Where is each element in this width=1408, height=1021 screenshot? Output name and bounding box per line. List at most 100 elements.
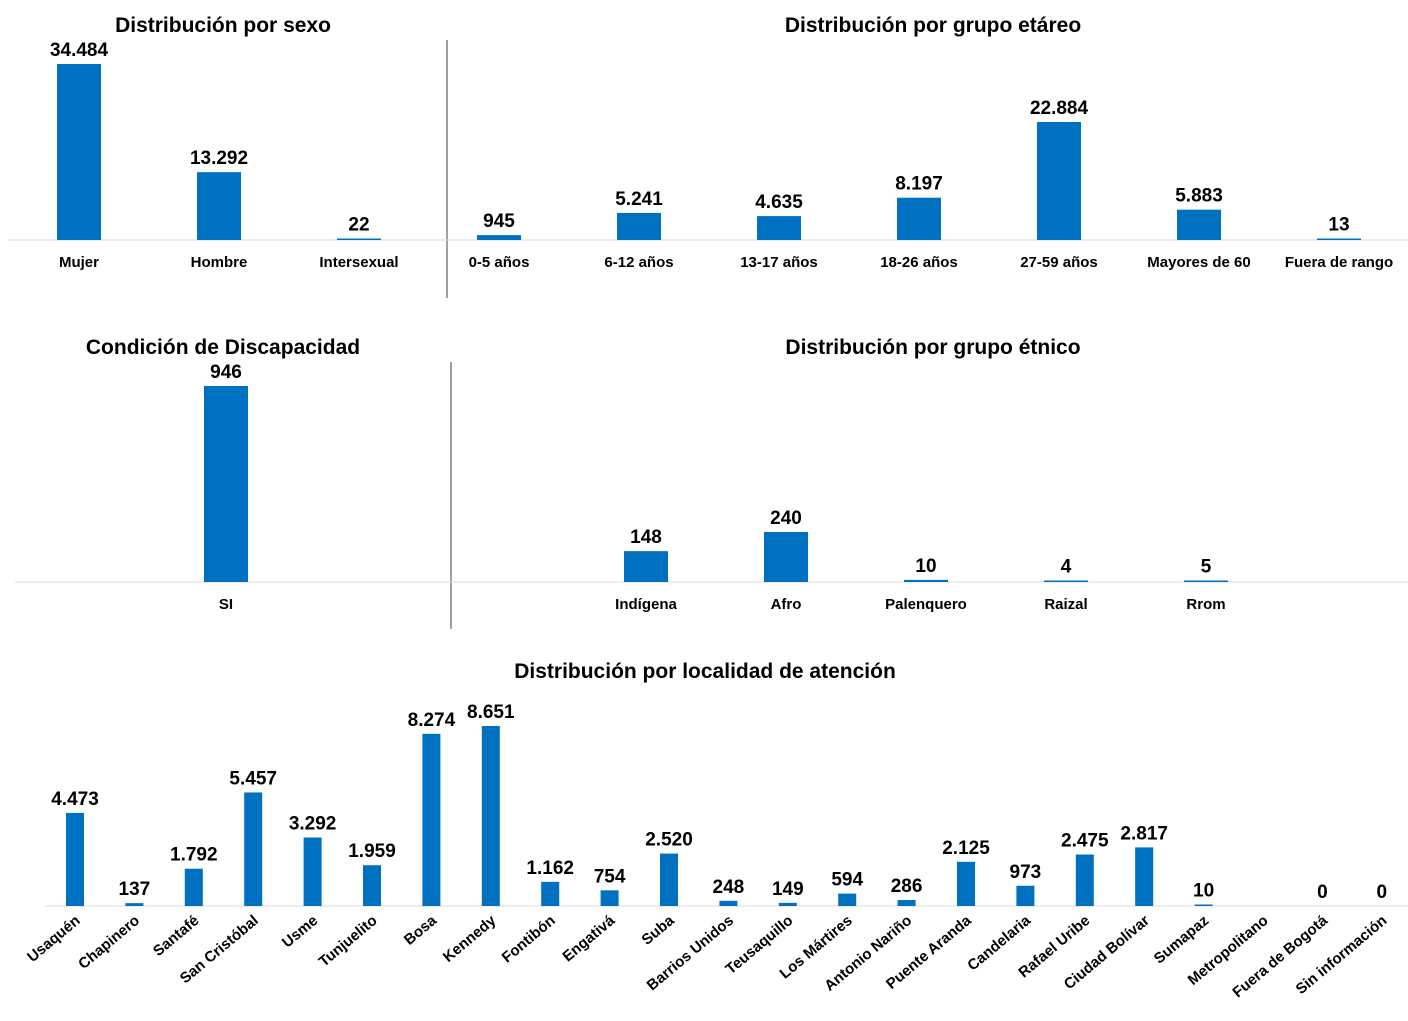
bar-locality-6 — [422, 733, 441, 906]
data-label-ethnic-0: 148 — [630, 527, 662, 548]
data-label-locality-2: 1.792 — [170, 845, 218, 866]
chart-title-disab: Condición de Discapacidad — [86, 336, 360, 359]
category-label-locality-2: Santafé — [150, 912, 202, 960]
bar-locality-7 — [481, 726, 500, 906]
category-label-locality-7: Kennedy — [440, 912, 500, 966]
bar-locality-3 — [244, 792, 263, 906]
category-label-ethnic-4: Rrom — [1186, 596, 1225, 613]
category-label-disab-0: SI — [219, 596, 233, 613]
bar-age-6 — [1317, 238, 1361, 240]
data-label-disab-0: 946 — [210, 362, 242, 383]
data-label-locality-21: 0 — [1317, 882, 1328, 903]
bar-locality-16 — [1016, 885, 1035, 906]
bar-ethnic-4 — [1184, 580, 1228, 582]
data-label-locality-1: 137 — [119, 879, 151, 900]
bar-locality-10 — [660, 853, 678, 906]
data-label-ethnic-3: 4 — [1061, 557, 1072, 578]
data-label-locality-18: 2.817 — [1120, 823, 1168, 844]
bar-locality-0 — [66, 812, 84, 906]
bar-ethnic-3 — [1044, 580, 1088, 582]
data-label-locality-4: 3.292 — [289, 814, 337, 835]
data-label-locality-11: 248 — [713, 877, 745, 898]
category-label-age-5: Mayores de 60 — [1147, 254, 1250, 271]
data-label-age-3: 8.197 — [895, 174, 943, 195]
category-label-ethnic-2: Palenquero — [885, 596, 967, 613]
bar-ethnic-2 — [904, 579, 948, 582]
data-label-age-2: 4.635 — [755, 192, 803, 213]
category-label-locality-5: Tunjuelito — [316, 912, 381, 970]
data-label-age-4: 22.884 — [1030, 98, 1089, 119]
bar-sex-2 — [337, 238, 381, 240]
bar-locality-8 — [541, 881, 560, 906]
bar-locality-19 — [1194, 904, 1213, 906]
category-label-age-3: 18-26 años — [880, 254, 958, 271]
bar-locality-18 — [1135, 847, 1154, 906]
bar-age-5 — [1177, 209, 1221, 240]
bar-sex-0 — [57, 64, 101, 240]
bar-locality-1 — [125, 903, 144, 906]
category-label-locality-9: Engativá — [559, 912, 618, 966]
bar-ethnic-1 — [764, 532, 808, 582]
data-label-age-6: 13 — [1328, 215, 1349, 236]
category-label-age-2: 13-17 años — [740, 254, 818, 271]
data-label-sex-1: 13.292 — [190, 148, 248, 169]
data-label-locality-6: 8.274 — [408, 710, 456, 731]
data-label-locality-15: 2.125 — [942, 838, 990, 859]
bar-age-0 — [477, 235, 521, 240]
data-label-age-0: 945 — [483, 211, 515, 232]
data-label-locality-13: 594 — [831, 870, 863, 891]
category-label-ethnic-0: Indígena — [615, 596, 677, 613]
category-label-locality-6: Bosa — [401, 912, 441, 949]
category-label-locality-1: Chapinero — [75, 912, 143, 973]
bar-age-2 — [757, 216, 801, 240]
data-label-locality-9: 754 — [594, 866, 626, 887]
category-label-sex-0: Mujer — [59, 254, 99, 271]
bar-ethnic-0 — [624, 551, 668, 582]
chart-title-sex: Distribución por sexo — [115, 14, 331, 37]
data-label-locality-17: 2.475 — [1061, 831, 1109, 852]
data-label-locality-8: 1.162 — [526, 858, 574, 879]
data-label-locality-22: 0 — [1377, 882, 1388, 903]
bar-locality-5 — [363, 865, 381, 906]
chart-title-locality: Distribución por localidad de atención — [514, 660, 896, 683]
bar-locality-12 — [778, 902, 797, 906]
data-label-ethnic-1: 240 — [770, 508, 802, 529]
data-label-age-5: 5.883 — [1175, 186, 1223, 207]
category-label-locality-0: Usaquén — [24, 912, 83, 966]
data-label-sex-0: 34.484 — [50, 40, 109, 61]
bar-sex-1 — [197, 172, 241, 240]
bar-locality-9 — [600, 890, 619, 906]
data-label-locality-12: 149 — [772, 879, 804, 900]
data-label-locality-3: 5.457 — [229, 768, 277, 789]
data-label-ethnic-2: 10 — [915, 556, 936, 577]
bar-age-4 — [1037, 122, 1081, 240]
data-label-locality-5: 1.959 — [348, 841, 396, 862]
bar-disab-0 — [204, 386, 248, 582]
data-label-locality-10: 2.520 — [645, 830, 693, 851]
category-label-locality-8: Fontibón — [499, 912, 559, 966]
bar-age-3 — [897, 197, 941, 240]
bar-locality-15 — [957, 861, 975, 906]
chart-title-age: Distribución por grupo etáreo — [785, 14, 1081, 37]
category-label-age-6: Fuera de rango — [1285, 254, 1393, 271]
category-label-age-4: 27-59 años — [1020, 254, 1098, 271]
bar-locality-2 — [184, 868, 203, 906]
bar-locality-11 — [719, 900, 738, 906]
data-label-ethnic-4: 5 — [1201, 557, 1212, 578]
data-label-locality-14: 286 — [891, 876, 923, 897]
category-label-sex-2: Intersexual — [319, 254, 398, 271]
category-label-age-1: 6-12 años — [604, 254, 673, 271]
chart-title-ethnic: Distribución por grupo étnico — [785, 336, 1080, 359]
category-label-locality-4: Usme — [279, 912, 321, 951]
category-label-locality-19: Sumapaz — [1151, 912, 1212, 967]
data-label-locality-16: 973 — [1010, 862, 1042, 883]
bar-age-1 — [617, 212, 661, 240]
data-label-locality-7: 8.651 — [467, 702, 515, 723]
bar-locality-14 — [897, 900, 916, 906]
data-label-age-1: 5.241 — [615, 189, 663, 210]
data-label-locality-19: 10 — [1193, 881, 1214, 902]
category-label-ethnic-1: Afro — [771, 596, 802, 613]
category-label-sex-1: Hombre — [191, 254, 248, 271]
category-label-locality-10: Suba — [639, 912, 679, 949]
